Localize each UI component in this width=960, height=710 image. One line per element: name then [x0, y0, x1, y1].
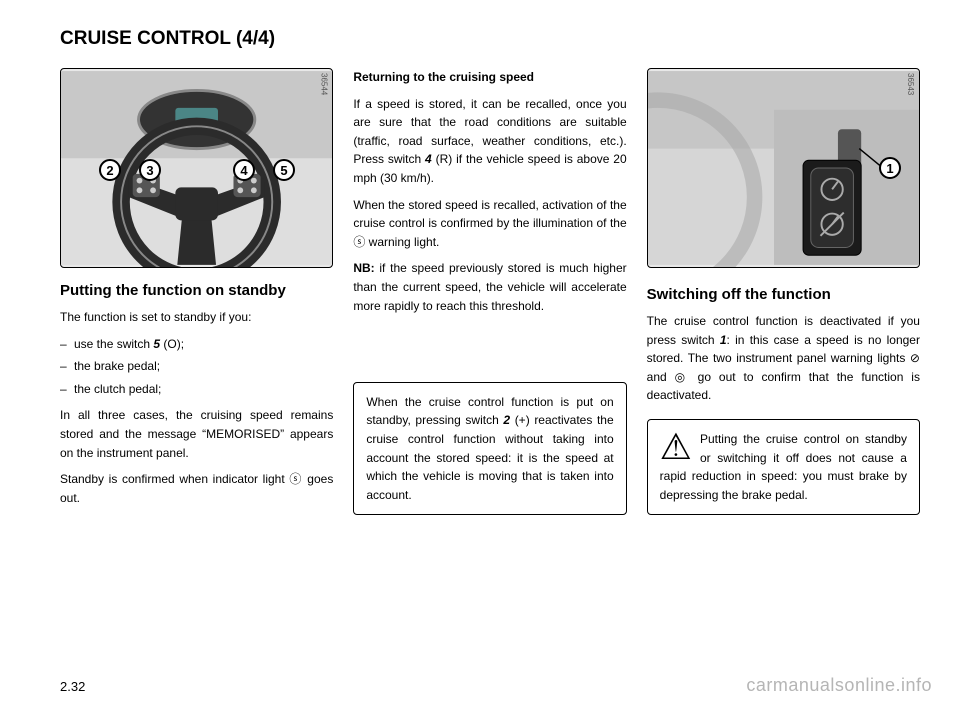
page-title: CRUISE CONTROL (4/4): [60, 28, 920, 50]
cruise-icon: ◎: [675, 370, 690, 384]
returning-p2: When the stored speed is recalled, activ…: [353, 196, 626, 252]
callout-2: 2: [99, 159, 121, 181]
returning-p3: NB: if the speed previously stored is mu…: [353, 259, 626, 315]
standby-intro: The function is set to standby if you:: [60, 308, 333, 327]
col-right: 36543: [647, 68, 920, 515]
heading-standby: Putting the function on standby: [60, 282, 333, 300]
note-text: When the cruise control function is put …: [366, 393, 613, 505]
manual-page: CRUISE CONTROL (4/4) 36544: [0, 0, 960, 710]
col-middle: Returning to the cruising speed If a spe…: [353, 68, 626, 515]
heading-switch-off: Switching off the function: [647, 286, 920, 304]
col-middle-top: Returning to the cruising speed If a spe…: [353, 68, 626, 323]
callout-1: 1: [879, 157, 901, 179]
switch-off-p1: The cruise control function is deactivat…: [647, 312, 920, 405]
figure-switch: 36543: [647, 68, 920, 268]
image-number: 36543: [906, 73, 915, 95]
callout-4: 4: [233, 159, 255, 181]
note-box: When the cruise control function is put …: [353, 382, 626, 516]
page-number: 2.32: [60, 679, 85, 694]
list-item: the brake pedal;: [60, 357, 333, 376]
list-item: use the switch 5 (O);: [60, 335, 333, 354]
callout-3: 3: [139, 159, 161, 181]
returning-p1: If a speed is stored, it can be recalled…: [353, 95, 626, 188]
list-item: the clutch pedal;: [60, 380, 333, 399]
columns: 36544: [60, 68, 920, 515]
cruise-limit-icon: ⊘: [910, 351, 920, 365]
title-suffix: (4/4): [231, 28, 275, 49]
standby-p2: In all three cases, the cruising speed r…: [60, 406, 333, 462]
warning-box: ⚠ Putting the cruise control on standby …: [647, 419, 920, 515]
warning-text: Putting the cruise control on standby or…: [660, 430, 907, 504]
returning-heading: Returning to the cruising speed: [353, 68, 626, 87]
callout-5: 5: [273, 159, 295, 181]
watermark: carmanualsonline.info: [746, 675, 932, 696]
standby-list: use the switch 5 (O); the brake pedal; t…: [60, 335, 333, 399]
warning-icon: ⚠: [660, 430, 692, 464]
figure-steering-wheel: 36544: [60, 68, 333, 268]
col-left: 36544: [60, 68, 333, 515]
standby-p3: Standby is confirmed when indicator ligh…: [60, 470, 333, 507]
image-number: 36544: [319, 73, 328, 95]
title-text: CRUISE CONTROL: [60, 28, 231, 49]
